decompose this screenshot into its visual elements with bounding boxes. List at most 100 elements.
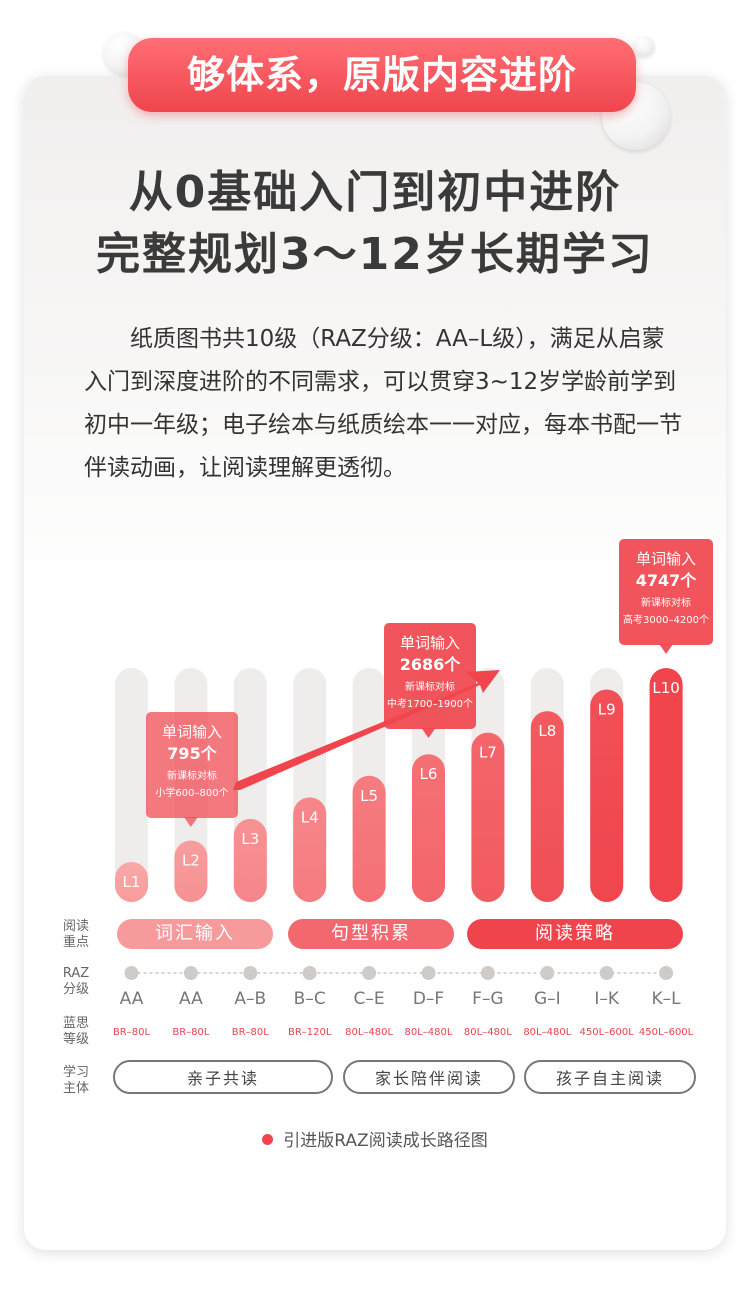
callout-box — [146, 712, 238, 818]
raz-level-label: K–L — [651, 989, 681, 1009]
bar-label-L6: L6 — [420, 765, 438, 783]
callout-pointer — [183, 817, 198, 827]
callout-line-1: 单词输入 — [400, 634, 460, 652]
bar-label-L1: L1 — [123, 873, 141, 891]
row-label-focus: 阅读 重点 — [50, 919, 102, 951]
raz-dot-L5 — [362, 966, 377, 980]
raz-dot-L7 — [480, 966, 495, 980]
bar-L1 — [115, 862, 148, 902]
raz-dot-L8 — [540, 966, 555, 980]
lexile-level-label: BR–120L — [287, 1027, 332, 1038]
row-label-raz: RAZ 分级 — [50, 966, 102, 998]
subject-pill-parent-accompany: 家长陪伴阅读 — [343, 1060, 515, 1094]
row-label-lexile-line2: 等级 — [62, 1032, 89, 1047]
callout-pointer — [659, 644, 674, 654]
headline-line-2: 完整规划3～12岁长期学习 — [96, 229, 654, 280]
callout-line-1: 单词输入 — [162, 723, 222, 741]
bar-label-L8: L8 — [538, 722, 556, 740]
raz-dot-L3 — [243, 966, 258, 980]
callout-pointer — [421, 728, 436, 738]
raz-level-label: F–G — [472, 989, 504, 1009]
callout-line-4: 中考1700–1900个 — [387, 697, 473, 710]
legend-dot-icon — [262, 1134, 274, 1145]
raz-level-label: I–K — [594, 989, 620, 1009]
bar-label-L5: L5 — [360, 787, 378, 805]
bar-label-L7: L7 — [479, 744, 497, 762]
bar-L3 — [233, 818, 267, 902]
row-label-lexile: 蓝思 等级 — [50, 1016, 102, 1048]
bar-L5 — [352, 775, 386, 902]
lexile-level-label: BR–80L — [231, 1027, 269, 1038]
callout-box — [384, 623, 476, 729]
description-paragraph: 纸质图书共10级（RAZ分级：AA–L级），满足从启蒙入门到深度进阶的不同需求，… — [84, 326, 682, 481]
legend-label: 引进版RAZ阅读成长路径图 — [283, 1131, 488, 1151]
raz-level-label: B–C — [293, 989, 326, 1009]
raz-dot-L10 — [659, 966, 674, 980]
raz-level-label: G–I — [533, 989, 561, 1009]
subject-pill-parent-child: 亲子共读 — [113, 1060, 333, 1094]
callout-line-2: 795个 — [167, 744, 217, 763]
raz-level-label: AA — [179, 989, 203, 1009]
lexile-level-label: BR–80L — [172, 1027, 210, 1038]
row-label-raz-line1: RAZ — [62, 966, 90, 981]
raz-dot-L4 — [302, 966, 317, 980]
row-label-lexile-line1: 蓝思 — [62, 1016, 89, 1031]
focus-pill-strategy: 阅读策略 — [467, 919, 683, 949]
bar-label-L3: L3 — [241, 830, 259, 848]
bar-L2 — [174, 840, 208, 902]
callout-line-4: 高考3000–4200个 — [623, 613, 709, 626]
bar-L4 — [293, 797, 327, 902]
row-label-subject-line2: 主体 — [62, 1081, 89, 1096]
raz-dot-L9 — [599, 966, 614, 980]
bar-L6 — [412, 754, 445, 902]
row-label-focus-line1: 阅读 — [62, 919, 89, 934]
row-label-subject: 学习 主体 — [50, 1065, 102, 1097]
banner-title: 够体系，原版内容进阶 — [128, 38, 636, 112]
callout-line-3: 新课标对标 — [405, 680, 455, 693]
row-label-raz-line2: 分级 — [62, 982, 89, 997]
headline-line-1: 从0基础入门到初中进阶 — [128, 167, 622, 218]
lexile-level-label: 450L–600L — [579, 1027, 634, 1038]
content-card — [24, 76, 726, 1250]
callout-line-3: 新课标对标 — [167, 769, 217, 782]
callout-line-2: 4747个 — [636, 571, 698, 590]
row-label-subject-line1: 学习 — [62, 1065, 89, 1080]
lexile-level-label: 450L–600L — [638, 1027, 694, 1038]
raz-dot-L1 — [124, 966, 139, 980]
lexile-level-label: 80L–480L — [404, 1027, 453, 1038]
lexile-level-label: 80L–480L — [345, 1027, 394, 1038]
raz-level-label: AA — [119, 989, 144, 1009]
bar-L10 — [649, 668, 683, 902]
bar-L7 — [471, 732, 505, 902]
chart-legend: 引进版RAZ阅读成长路径图 — [0, 1126, 750, 1151]
callout-line-3: 新课标对标 — [641, 596, 691, 609]
bar-L8 — [530, 711, 564, 902]
bar-track-L1 — [115, 668, 148, 902]
callout-line-1: 单词输入 — [636, 550, 696, 568]
bar-label-L2: L2 — [182, 851, 200, 869]
callout-line-2: 2686个 — [400, 655, 462, 674]
bar-label-L9: L9 — [598, 701, 616, 719]
bar-label-L4: L4 — [301, 808, 319, 826]
raz-level-label: A–B — [234, 989, 267, 1009]
raz-dot-L6 — [421, 966, 436, 980]
decorative-bubble-small — [634, 36, 654, 56]
callout-box — [619, 539, 713, 645]
raz-level-label: D–F — [412, 989, 445, 1009]
focus-pill-vocabulary: 词汇输入 — [117, 919, 273, 949]
callout-line-4: 小学600–800个 — [155, 786, 228, 799]
focus-pill-sentence: 句型积累 — [288, 919, 454, 949]
raz-level-label: C–E — [353, 989, 385, 1009]
row-label-focus-line2: 重点 — [62, 935, 89, 950]
subject-pill-independent: 孩子自主阅读 — [524, 1060, 696, 1094]
raz-dot-L2 — [183, 966, 198, 980]
growth-arrow-icon — [233, 670, 500, 790]
lexile-level-label: 80L–480L — [523, 1027, 572, 1038]
bar-label-L10: L10 — [652, 679, 679, 697]
lexile-level-label: 80L–480L — [463, 1027, 512, 1038]
lexile-level-label: BR–80L — [112, 1027, 151, 1038]
